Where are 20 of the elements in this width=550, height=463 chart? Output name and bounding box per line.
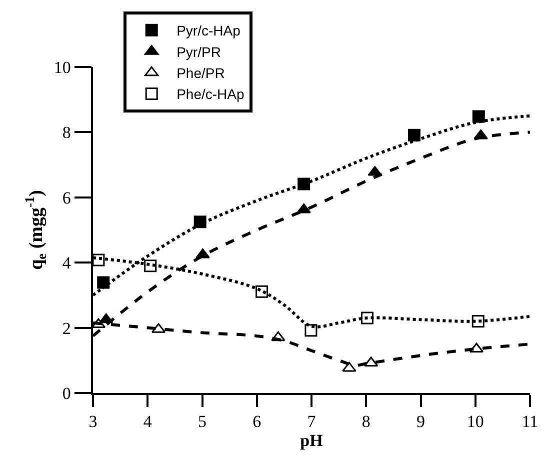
x-tick-label: 9	[416, 412, 425, 432]
legend-label: Phe/PR	[176, 65, 225, 82]
legend-label: Phe/c-HAp	[176, 86, 244, 102]
x-tick-label: 6	[252, 412, 262, 432]
y-tick-label: 10	[54, 58, 71, 77]
y-tick-label: 8	[62, 123, 71, 142]
x-tick-label: 3	[88, 412, 98, 432]
x-tick-label: 7	[307, 412, 316, 432]
x-tick-label: 8	[362, 412, 370, 432]
x-tick-label: 11	[522, 412, 538, 432]
x-tick-label: 4	[143, 412, 152, 432]
y-tick-label: 4	[62, 254, 72, 273]
y-tick-label: 2	[62, 318, 71, 338]
x-axis-title: pH	[300, 431, 323, 450]
x-tick-label: 5	[198, 412, 206, 432]
legend-label: Pyr/c-HAp	[176, 22, 241, 39]
legend-label: Pyr/PR	[176, 44, 221, 60]
y-tick-label: 6	[62, 188, 71, 208]
y-tick-label: 0	[62, 384, 71, 403]
x-tick-label: 10	[466, 412, 484, 432]
